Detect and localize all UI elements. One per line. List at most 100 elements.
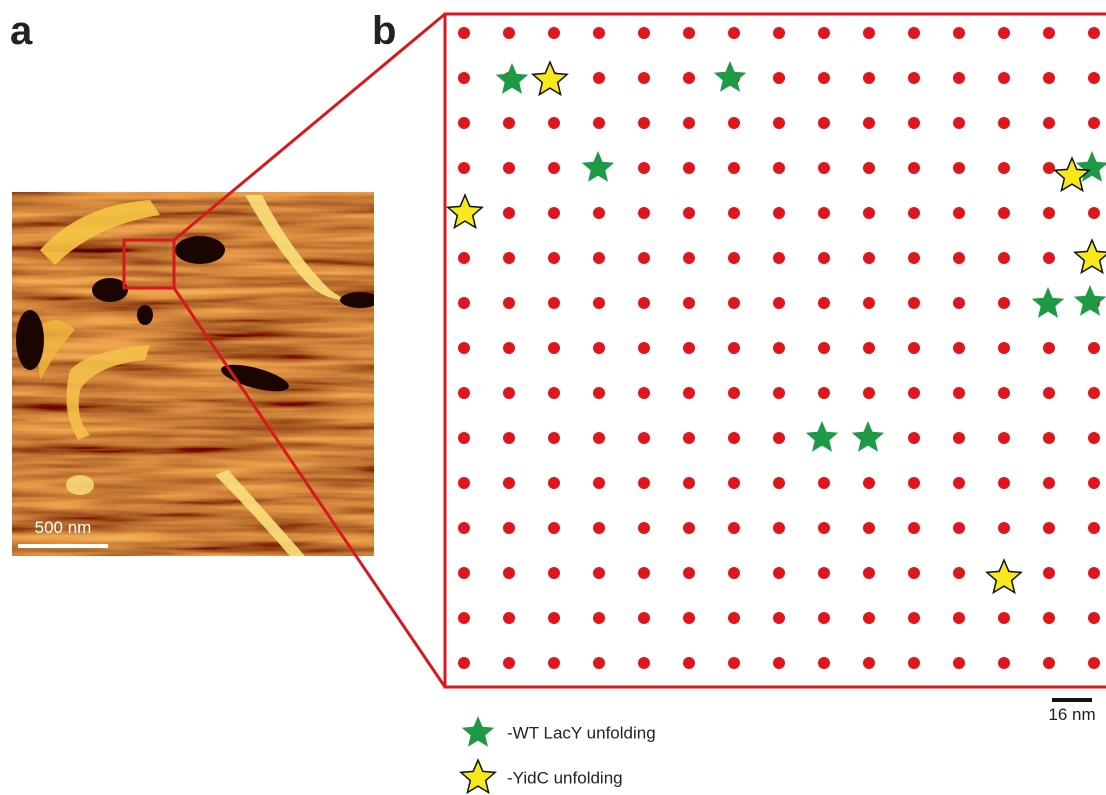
dot: [503, 207, 515, 219]
dot: [503, 522, 515, 534]
dot: [593, 342, 605, 354]
dot: [1088, 522, 1100, 534]
dot: [1088, 27, 1100, 39]
dot: [773, 567, 785, 579]
dot: [773, 27, 785, 39]
dot: [863, 297, 875, 309]
panel-label: a: [10, 9, 33, 53]
dot: [728, 207, 740, 219]
dot: [953, 522, 965, 534]
yidc-star: [987, 560, 1021, 593]
dot: [818, 657, 830, 669]
dot: [503, 567, 515, 579]
dot: [863, 612, 875, 624]
dot: [953, 612, 965, 624]
dot: [818, 612, 830, 624]
dot: [683, 387, 695, 399]
afm-image: 500 nm: [12, 192, 380, 556]
dot: [728, 477, 740, 489]
dot: [998, 117, 1010, 129]
figure: a b 500 nm 16 nm -WT LacY unfolding -Yid…: [0, 0, 1106, 795]
dot: [458, 27, 470, 39]
dot: [683, 342, 695, 354]
dot: [683, 612, 695, 624]
dot: [773, 297, 785, 309]
dot: [908, 27, 920, 39]
dot: [908, 162, 920, 174]
dot: [593, 387, 605, 399]
legend-label: -WT LacY unfolding: [507, 723, 656, 742]
dot: [503, 297, 515, 309]
dot: [863, 477, 875, 489]
dot: [953, 117, 965, 129]
dot: [503, 27, 515, 39]
dot: [458, 162, 470, 174]
dot: [863, 342, 875, 354]
dot: [638, 657, 650, 669]
dot: [593, 27, 605, 39]
dot: [863, 117, 875, 129]
dot: [998, 657, 1010, 669]
dot: [548, 387, 560, 399]
dot: [503, 252, 515, 264]
dot: [1043, 117, 1055, 129]
dot: [953, 72, 965, 84]
dot: [458, 567, 470, 579]
dot: [548, 567, 560, 579]
dot: [638, 117, 650, 129]
dot: [458, 252, 470, 264]
dot: [458, 297, 470, 309]
dot: [683, 522, 695, 534]
dot: [773, 117, 785, 129]
dot: [863, 252, 875, 264]
dot: [998, 252, 1010, 264]
dot: [638, 522, 650, 534]
dot: [593, 522, 605, 534]
dot: [593, 207, 605, 219]
dot: [998, 612, 1010, 624]
dot: [593, 72, 605, 84]
dot: [638, 432, 650, 444]
dot: [728, 522, 740, 534]
dot: [998, 72, 1010, 84]
dot: [503, 657, 515, 669]
dot: [1088, 72, 1100, 84]
dot: [908, 252, 920, 264]
wt-star: [462, 716, 494, 747]
dot: [593, 612, 605, 624]
dot: [998, 522, 1010, 534]
dot: [638, 252, 650, 264]
dot: [638, 162, 650, 174]
dot: [908, 522, 920, 534]
dot: [773, 252, 785, 264]
dot: [458, 342, 470, 354]
dot: [998, 432, 1010, 444]
dot: [773, 342, 785, 354]
dot: [908, 342, 920, 354]
dot: [683, 432, 695, 444]
dot: [953, 297, 965, 309]
dot: [773, 477, 785, 489]
yidc-star: [448, 195, 482, 228]
dot: [728, 117, 740, 129]
scale-label: 500 nm: [35, 518, 92, 537]
dot: [1088, 432, 1100, 444]
dot: [1043, 612, 1055, 624]
dot: [863, 567, 875, 579]
dot: [863, 657, 875, 669]
wt-star: [582, 151, 614, 182]
dot: [998, 342, 1010, 354]
dot: [683, 72, 695, 84]
dot: [1043, 207, 1055, 219]
dot: [1043, 432, 1055, 444]
dot: [458, 432, 470, 444]
wt-star: [806, 421, 838, 452]
dot: [1043, 27, 1055, 39]
dot: [863, 207, 875, 219]
dot: [998, 477, 1010, 489]
dot: [908, 207, 920, 219]
dot: [503, 432, 515, 444]
dot: [998, 387, 1010, 399]
yidc-star: [1075, 240, 1106, 273]
dot: [818, 297, 830, 309]
